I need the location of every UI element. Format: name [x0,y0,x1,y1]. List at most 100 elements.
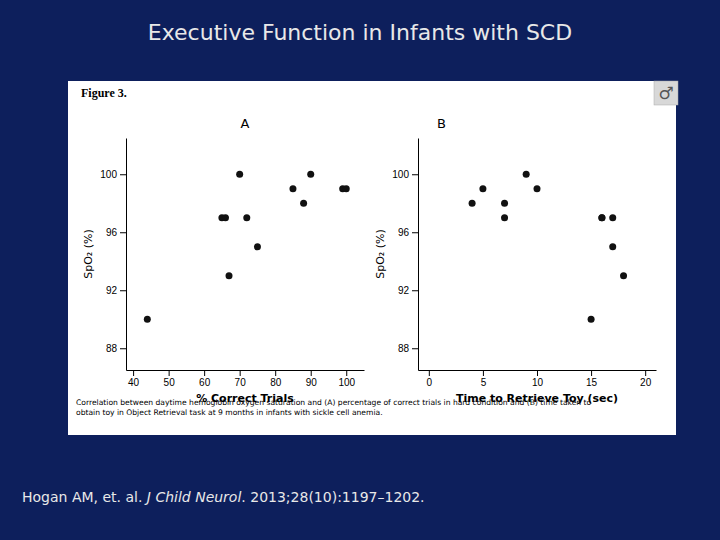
y-tick: 88 [106,343,126,354]
y-tick: 96 [106,227,126,238]
x-tick: 40 [128,370,140,388]
y-axis-line [126,139,127,371]
citation-part: Hogan AM, et. al. [22,489,147,505]
point [501,214,508,221]
x-tick-label: 5 [481,377,487,388]
point [243,214,250,221]
y-tick-mark [412,174,418,175]
background [0,0,720,540]
point [588,316,595,323]
points [469,171,627,323]
y-axis: 88 92 96 100 [392,139,418,371]
x-tick-mark [133,370,134,376]
x-tick: 5 [481,370,487,388]
caption-line: obtain toy in Object Retrieval task at 9… [76,408,383,417]
x-tick: 80 [270,370,282,388]
x-axis-line [127,370,365,371]
point [620,272,627,279]
subtitle: A [241,116,250,131]
x-axis: 40 50 60 70 80 90 100 [127,370,365,388]
citation-part: . 2013;28(10):1197–1202. [241,489,424,505]
y-axis: 88 92 96 100 [100,139,126,371]
x-tick-label: 100 [338,377,355,388]
x-tick-mark [204,370,205,376]
title: Executive Function in Infants with SCD [148,20,572,45]
figure: Executive Function in Infants with SCD Fi… [0,0,720,540]
y-tick-label: 88 [398,343,410,354]
plot: 40 50 60 70 80 90 100 88 92 96 100 % Correct Trials… [82,116,365,405]
x-tick: 10 [532,370,544,388]
x-tick: 60 [199,370,211,388]
x-tick-mark [645,370,646,376]
point [523,171,530,178]
y-tick-label: 88 [106,343,118,354]
x-tick: 0 [427,370,433,388]
x-tick-label: 70 [235,377,247,388]
symbol-badge: ♂ [654,81,678,105]
x-tick-label: 40 [128,377,140,388]
x-tick-label: 10 [532,377,544,388]
x-tick: 20 [640,370,652,388]
x-tick: 70 [235,370,247,388]
plot: 0 5 10 15 20 88 92 96 100 Time to Retrieve Toy (s… [374,116,657,405]
x-tick-label: 80 [270,377,282,388]
x-tick-mark [591,370,592,376]
point [289,185,296,192]
y-tick: 92 [398,285,418,296]
y-tick-mark [412,348,418,349]
y-tick-mark [120,290,126,291]
figure-label: Figure 3. [81,86,127,100]
y-tick-mark [120,348,126,349]
point [236,171,243,178]
y-tick-mark [412,290,418,291]
point [598,214,605,221]
point [598,214,605,221]
x-axis-label: Time to Retrieve Toy (sec) [456,392,618,405]
y-tick-label: 100 [100,169,117,180]
citation: Hogan AM, et. al. J Child Neurol. 2013;2… [22,489,425,505]
x-tick-label: 60 [199,377,211,388]
point [469,200,476,207]
y-axis-label: SpO₂ (%) [374,229,387,279]
x-tick-label: 50 [164,377,176,388]
y-axis-label: SpO₂ (%) [82,229,95,279]
y-tick: 100 [100,169,126,180]
y-tick-label: 92 [398,285,410,296]
y-tick: 88 [398,343,418,354]
x-axis: 0 5 10 15 20 [419,370,657,388]
x-tick-mark [537,370,538,376]
x-tick-label: 20 [640,377,652,388]
x-tick-mark [275,370,276,376]
symbol-box [654,81,678,105]
symbol: ♂ [658,83,673,103]
point [343,185,350,192]
point [609,243,616,250]
y-tick: 100 [392,169,418,180]
citation-part: J Child Neurol [144,489,242,505]
x-tick-mark [483,370,484,376]
point [144,316,151,323]
x-axis-label: % Correct Trials [196,392,294,405]
points [144,171,350,323]
x-tick-mark [311,370,312,376]
y-tick: 96 [398,227,418,238]
x-tick: 100 [338,370,355,388]
x-tick-label: 15 [586,377,598,388]
y-tick-mark [412,232,418,233]
subtitle: B [437,116,446,131]
y-tick-mark [120,232,126,233]
y-tick-mark [120,174,126,175]
x-tick-mark [429,370,430,376]
point [534,185,541,192]
x-tick-label: 0 [427,377,433,388]
y-tick: 92 [106,285,126,296]
x-tick: 90 [306,370,318,388]
point [254,243,261,250]
x-tick-label: 90 [306,377,318,388]
y-tick-label: 100 [392,169,409,180]
y-axis-line [418,139,419,371]
y-tick-label: 96 [398,227,410,238]
point [307,171,314,178]
point [300,200,307,207]
point [226,272,233,279]
